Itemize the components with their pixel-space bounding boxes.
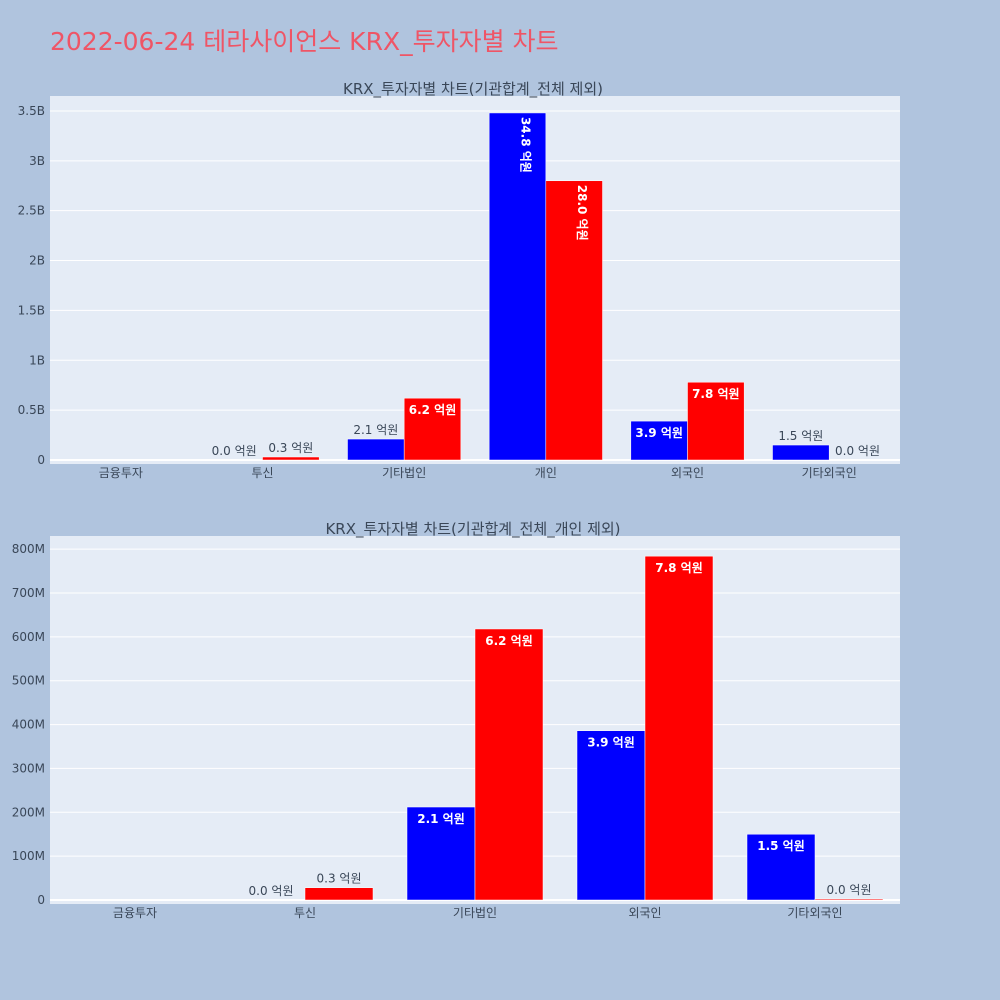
x-tick-label: 기타외국인 [787, 906, 842, 920]
x-tick-label: 외국인 [671, 466, 704, 480]
bar [746, 833, 816, 901]
bar-data-label: 0.0 억원 [212, 444, 257, 458]
x-tick-label: 개인 [535, 466, 557, 480]
y-tick-label: 0 [37, 893, 45, 907]
bar-data-label: 0.0 억원 [249, 884, 294, 898]
bar [576, 730, 646, 901]
bar [644, 555, 714, 901]
bar-data-label: 3.9 억원 [635, 426, 683, 440]
y-tick-label: 0.5B [18, 403, 45, 417]
bar [772, 444, 830, 461]
bar-data-label: 6.2 억원 [409, 403, 457, 417]
bar-data-label: 1.5 억원 [778, 429, 823, 443]
chart-investor-excl-total: KRX_투자자별 차트(기관합계_전체 제외) 0 0.5B 1B 1.5B 2B 2.5B… [18, 80, 900, 480]
x-tick-label: 기타법인 [453, 906, 497, 920]
page-title: 2022-06-24 테라사이언스 KRX_투자자별 차트 [50, 27, 559, 56]
x-tick-label: 투신 [294, 906, 316, 920]
x-tick-label: 투신 [251, 466, 273, 480]
bar [403, 397, 462, 461]
x-tick-label: 외국인 [628, 906, 661, 920]
plot-area [50, 96, 900, 464]
chart-title: KRX_투자자별 차트(기관합계_전체 제외) [343, 80, 603, 99]
bar-data-label: 0.3 억원 [268, 441, 313, 455]
chart-title: KRX_투자자별 차트(기관합계_전체_개인 제외) [325, 520, 620, 539]
y-tick-label: 600M [12, 630, 45, 644]
x-tick-label: 기타법인 [382, 466, 426, 480]
bar [814, 898, 884, 901]
bar-data-label: 7.8 억원 [692, 387, 740, 401]
bar-data-label: 2.1 억원 [353, 423, 398, 437]
y-tick-label: 100M [12, 849, 45, 863]
bar-data-label: 3.9 억원 [587, 736, 635, 750]
bar-data-label: 28.0 억원 [575, 185, 589, 241]
x-tick-label: 기타외국인 [802, 466, 857, 480]
y-tick-label: 2.5B [18, 204, 45, 218]
x-tick-label: 금융투자 [113, 906, 157, 920]
y-tick-label: 300M [12, 761, 45, 775]
y-tick-label: 700M [12, 586, 45, 600]
bar [545, 180, 603, 461]
y-tick-label: 2B [29, 254, 45, 268]
chart-investor-excl-total-individual: KRX_투자자별 차트(기관합계_전체_개인 제외) 0 100M 200M 300M 4… [12, 520, 900, 920]
y-tick-label: 500M [12, 674, 45, 688]
y-tick-label: 800M [12, 542, 45, 556]
bar-data-label: 2.1 억원 [417, 812, 465, 826]
y-tick-label: 1B [29, 353, 45, 367]
bar [474, 628, 544, 901]
bar [304, 887, 374, 901]
bar-data-label: 0.0 억원 [827, 883, 872, 897]
x-tick-label: 금융투자 [99, 466, 143, 480]
bar-data-label: 0.0 억원 [835, 444, 880, 458]
bar [630, 420, 688, 461]
y-tick-label: 400M [12, 718, 45, 732]
bar-data-label: 7.8 억원 [655, 561, 703, 575]
bar-data-label: 1.5 억원 [757, 839, 805, 853]
y-tick-label: 3.5B [18, 104, 45, 118]
bar [488, 112, 547, 461]
y-tick-label: 200M [12, 805, 45, 819]
y-tick-label: 0 [37, 453, 45, 467]
bar-data-label: 0.3 억원 [317, 872, 362, 886]
y-tick-label: 1.5B [18, 303, 45, 317]
bar [347, 438, 405, 461]
bar [262, 456, 320, 461]
bar [687, 381, 745, 461]
bar-data-label: 34.8 억원 [519, 117, 533, 173]
y-tick-label: 3B [29, 154, 45, 168]
bar [406, 806, 476, 901]
bar-data-label: 6.2 억원 [485, 634, 533, 648]
